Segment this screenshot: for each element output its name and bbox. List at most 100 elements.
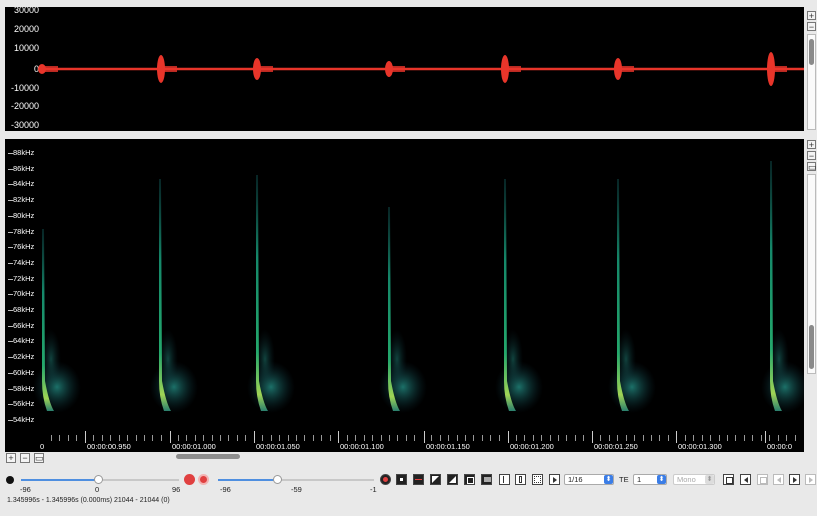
waveform-pulse-tail bbox=[42, 66, 58, 72]
select-left-icon[interactable] bbox=[740, 474, 751, 485]
frequency-tick bbox=[8, 184, 13, 186]
stop-icon[interactable] bbox=[396, 474, 407, 485]
grid-view-icon[interactable] bbox=[464, 474, 475, 485]
export-icon[interactable] bbox=[549, 474, 560, 485]
time-minor-tick bbox=[203, 435, 204, 441]
call-smear bbox=[616, 329, 636, 389]
bat-call-trace bbox=[256, 175, 268, 411]
waveform-pulse-tail bbox=[771, 66, 787, 72]
bat-call-trace bbox=[388, 207, 400, 411]
record-indicator-icon bbox=[6, 476, 14, 484]
time-major-tick bbox=[338, 431, 339, 443]
gain-slider-knob[interactable] bbox=[94, 475, 103, 484]
time-zoom-out-icon[interactable]: − bbox=[20, 453, 30, 463]
spectrogram-fit-icon[interactable]: ▭ bbox=[807, 162, 817, 172]
zoom-selection-icon[interactable] bbox=[723, 474, 734, 485]
range-slider-track[interactable] bbox=[218, 479, 278, 481]
time-minor-tick bbox=[119, 435, 120, 441]
time-minor-tick bbox=[490, 435, 491, 441]
record-button[interactable] bbox=[184, 474, 195, 485]
gain-min-label: -96 bbox=[20, 485, 31, 494]
waveform-y-label: 30000 bbox=[13, 7, 39, 15]
time-minor-tick bbox=[431, 435, 432, 441]
time-fit-icon[interactable]: ▭ bbox=[34, 453, 44, 463]
waveform-zoom-in-icon[interactable]: + bbox=[807, 11, 816, 21]
time-minor-tick bbox=[110, 435, 111, 441]
range-max-label: -1 bbox=[370, 485, 377, 494]
range-min-label: -96 bbox=[220, 485, 231, 494]
time-minor-tick bbox=[752, 435, 753, 441]
time-major-tick bbox=[85, 431, 86, 443]
spectrogram-view[interactable]: 88kHz 86kHz 84kHz 82kHz 80kHz 78kHz 76kHz 74kHz… bbox=[5, 139, 804, 452]
bat-call-trace bbox=[770, 161, 782, 411]
select-all-icon[interactable] bbox=[757, 474, 768, 485]
time-minor-tick bbox=[516, 435, 517, 441]
record-monitor-button[interactable] bbox=[198, 474, 209, 485]
waveform-scroll-thumb[interactable] bbox=[809, 39, 814, 65]
time-minor-tick bbox=[744, 435, 745, 441]
frequency-tick bbox=[8, 153, 13, 154]
time-minor-tick bbox=[212, 435, 213, 441]
table-view-icon[interactable] bbox=[532, 474, 543, 485]
time-minor-tick bbox=[68, 435, 69, 441]
range-slider-knob[interactable] bbox=[273, 475, 282, 484]
time-minor-tick bbox=[397, 435, 398, 441]
gain-slider-rest[interactable] bbox=[99, 479, 179, 481]
spectrogram-scroll-thumb[interactable] bbox=[809, 325, 814, 369]
frequency-label: 70kHz bbox=[13, 289, 35, 299]
time-minor-tick bbox=[228, 435, 229, 441]
mode-select[interactable]: Mono ⬍ bbox=[673, 474, 715, 485]
time-minor-tick bbox=[550, 435, 551, 441]
time-minor-tick bbox=[76, 435, 77, 441]
channel-select[interactable]: 1 ⬍ bbox=[633, 474, 667, 485]
frequency-label: 66kHz bbox=[13, 320, 35, 330]
spectrogram-zoom-out-icon[interactable]: − bbox=[807, 151, 816, 161]
time-minor-tick bbox=[136, 435, 137, 441]
time-major-tick bbox=[170, 431, 171, 443]
frequency-label: 86kHz bbox=[13, 163, 35, 173]
time-minor-tick bbox=[304, 435, 305, 441]
mode-select-value: Mono bbox=[677, 475, 696, 484]
select-tool-icon[interactable] bbox=[430, 474, 441, 485]
time-major-tick bbox=[424, 431, 425, 443]
waveform-zoom-out-icon[interactable]: − bbox=[807, 22, 816, 32]
time-minor-tick bbox=[600, 435, 601, 441]
select-next-icon[interactable] bbox=[805, 474, 816, 485]
time-minor-tick bbox=[659, 435, 660, 441]
range-slider-rest[interactable] bbox=[278, 479, 374, 481]
waveform-view[interactable]: 30000 20000 10000 0 -10000 -20000 -30000 bbox=[5, 7, 804, 131]
page-select[interactable]: 1/16 ⬍ bbox=[564, 474, 614, 485]
range-value-label: -59 bbox=[291, 485, 302, 494]
draw-tool-icon[interactable] bbox=[447, 474, 458, 485]
time-major-tick bbox=[592, 431, 593, 443]
frequency-label: 88kHz bbox=[13, 148, 35, 157]
time-minor-tick bbox=[541, 435, 542, 441]
time-minor-tick bbox=[702, 435, 703, 441]
time-label: 00:00:01.000 bbox=[172, 442, 216, 451]
time-zoom-in-icon[interactable]: + bbox=[6, 453, 16, 463]
gain-slider-track[interactable] bbox=[21, 479, 99, 481]
spectrum-view-icon[interactable] bbox=[481, 474, 492, 485]
time-minor-tick bbox=[786, 435, 787, 441]
select-prev-icon[interactable] bbox=[773, 474, 784, 485]
time-minor-tick bbox=[448, 435, 449, 441]
frequency-label: 72kHz bbox=[13, 273, 35, 283]
time-minor-tick bbox=[389, 435, 390, 441]
split-view-icon[interactable] bbox=[515, 474, 526, 485]
time-minor-tick bbox=[296, 435, 297, 441]
bat-call-trace bbox=[617, 179, 629, 411]
play-record-icon[interactable] bbox=[380, 474, 391, 485]
spectrogram-vertical-scrollbar[interactable] bbox=[807, 174, 816, 374]
info-icon[interactable] bbox=[499, 474, 510, 485]
loop-icon[interactable] bbox=[413, 474, 424, 485]
page-select-value: 1/16 bbox=[568, 475, 583, 484]
select-right-icon[interactable] bbox=[789, 474, 800, 485]
waveform-y-label: -20000 bbox=[10, 101, 39, 111]
horizontal-scroll-thumb[interactable] bbox=[176, 454, 240, 459]
frequency-tick bbox=[8, 294, 13, 296]
time-minor-tick bbox=[245, 435, 246, 441]
spectrogram-zoom-in-icon[interactable]: + bbox=[807, 140, 816, 150]
frequency-tick bbox=[8, 341, 13, 343]
time-minor-tick bbox=[769, 435, 770, 441]
waveform-vertical-scrollbar[interactable] bbox=[807, 34, 816, 130]
